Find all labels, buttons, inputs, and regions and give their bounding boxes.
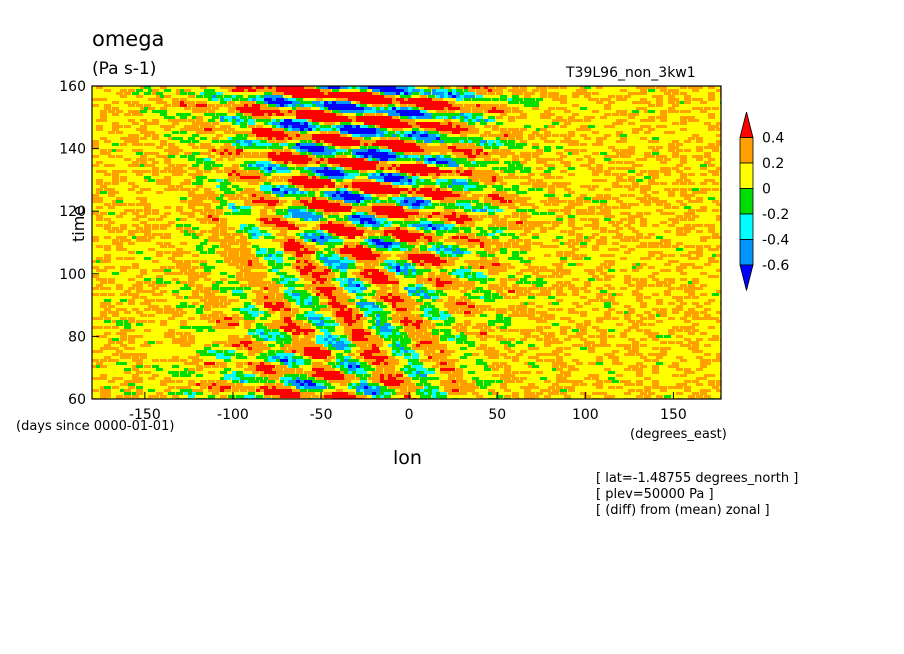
y-tick-label: 140	[59, 142, 86, 158]
note-lat: [ lat=-1.48755 degrees_north ]	[596, 471, 798, 486]
notes: [ lat=-1.48755 degrees_north ] [ plev=50…	[596, 471, 798, 518]
y-axis-units: (days since 0000-01-01)	[16, 419, 174, 434]
y-tick-label: 80	[68, 329, 86, 345]
chart-units: (Pa s-1)	[92, 59, 156, 79]
x-axis-units: (degrees_east)	[630, 427, 727, 442]
plot-area	[91, 85, 722, 400]
colorbar-segment	[739, 264, 754, 291]
x-axis: time -150 -100 -50 0 50 100 150	[69, 206, 687, 423]
note-plev: [ plev=50000 Pa ]	[596, 487, 714, 502]
colorbar-segment	[739, 188, 754, 215]
colorbar-segment	[739, 213, 754, 240]
x-tick-label: 0	[405, 407, 414, 423]
colorbar-segment	[739, 111, 754, 138]
y-tick-label: 160	[59, 79, 86, 95]
x-tick-label: -50	[310, 407, 333, 423]
colorbar: 0.4 0.2 0 -0.2 -0.4 -0.6	[739, 111, 789, 291]
colorbar-label: -0.2	[762, 207, 789, 223]
y-tick-label: 120	[59, 204, 86, 220]
colorbar-label: -0.4	[762, 233, 789, 249]
colorbar-segment	[739, 162, 754, 189]
x-tick-label: 150	[660, 407, 687, 423]
x-tick-label: 50	[488, 407, 506, 423]
y-axis-label: time	[69, 206, 88, 242]
heatmap-field	[92, 86, 721, 399]
y-axis: 60 80 100 120 140 160	[59, 79, 99, 408]
chart-title: omega	[92, 27, 164, 51]
plot-frame	[91, 85, 722, 400]
y-tick-label: 100	[59, 267, 86, 283]
x-tick-label: -150	[129, 407, 161, 423]
colorbar-label: 0.4	[762, 131, 784, 147]
run-label: T39L96_non_3kw1	[565, 65, 696, 81]
colorbar-label: -0.6	[762, 258, 789, 274]
colorbar-label: 0.2	[762, 156, 784, 172]
x-tick-label: 100	[572, 407, 599, 423]
colorbar-segment	[739, 137, 754, 164]
colorbar-segment	[739, 239, 754, 266]
y-tick-label: 60	[68, 392, 86, 408]
colorbar-label: 0	[762, 182, 771, 198]
x-tick-label: -100	[217, 407, 249, 423]
x-axis-label: lon	[393, 447, 422, 469]
note-diff: [ (diff) from (mean) zonal ]	[596, 503, 770, 518]
